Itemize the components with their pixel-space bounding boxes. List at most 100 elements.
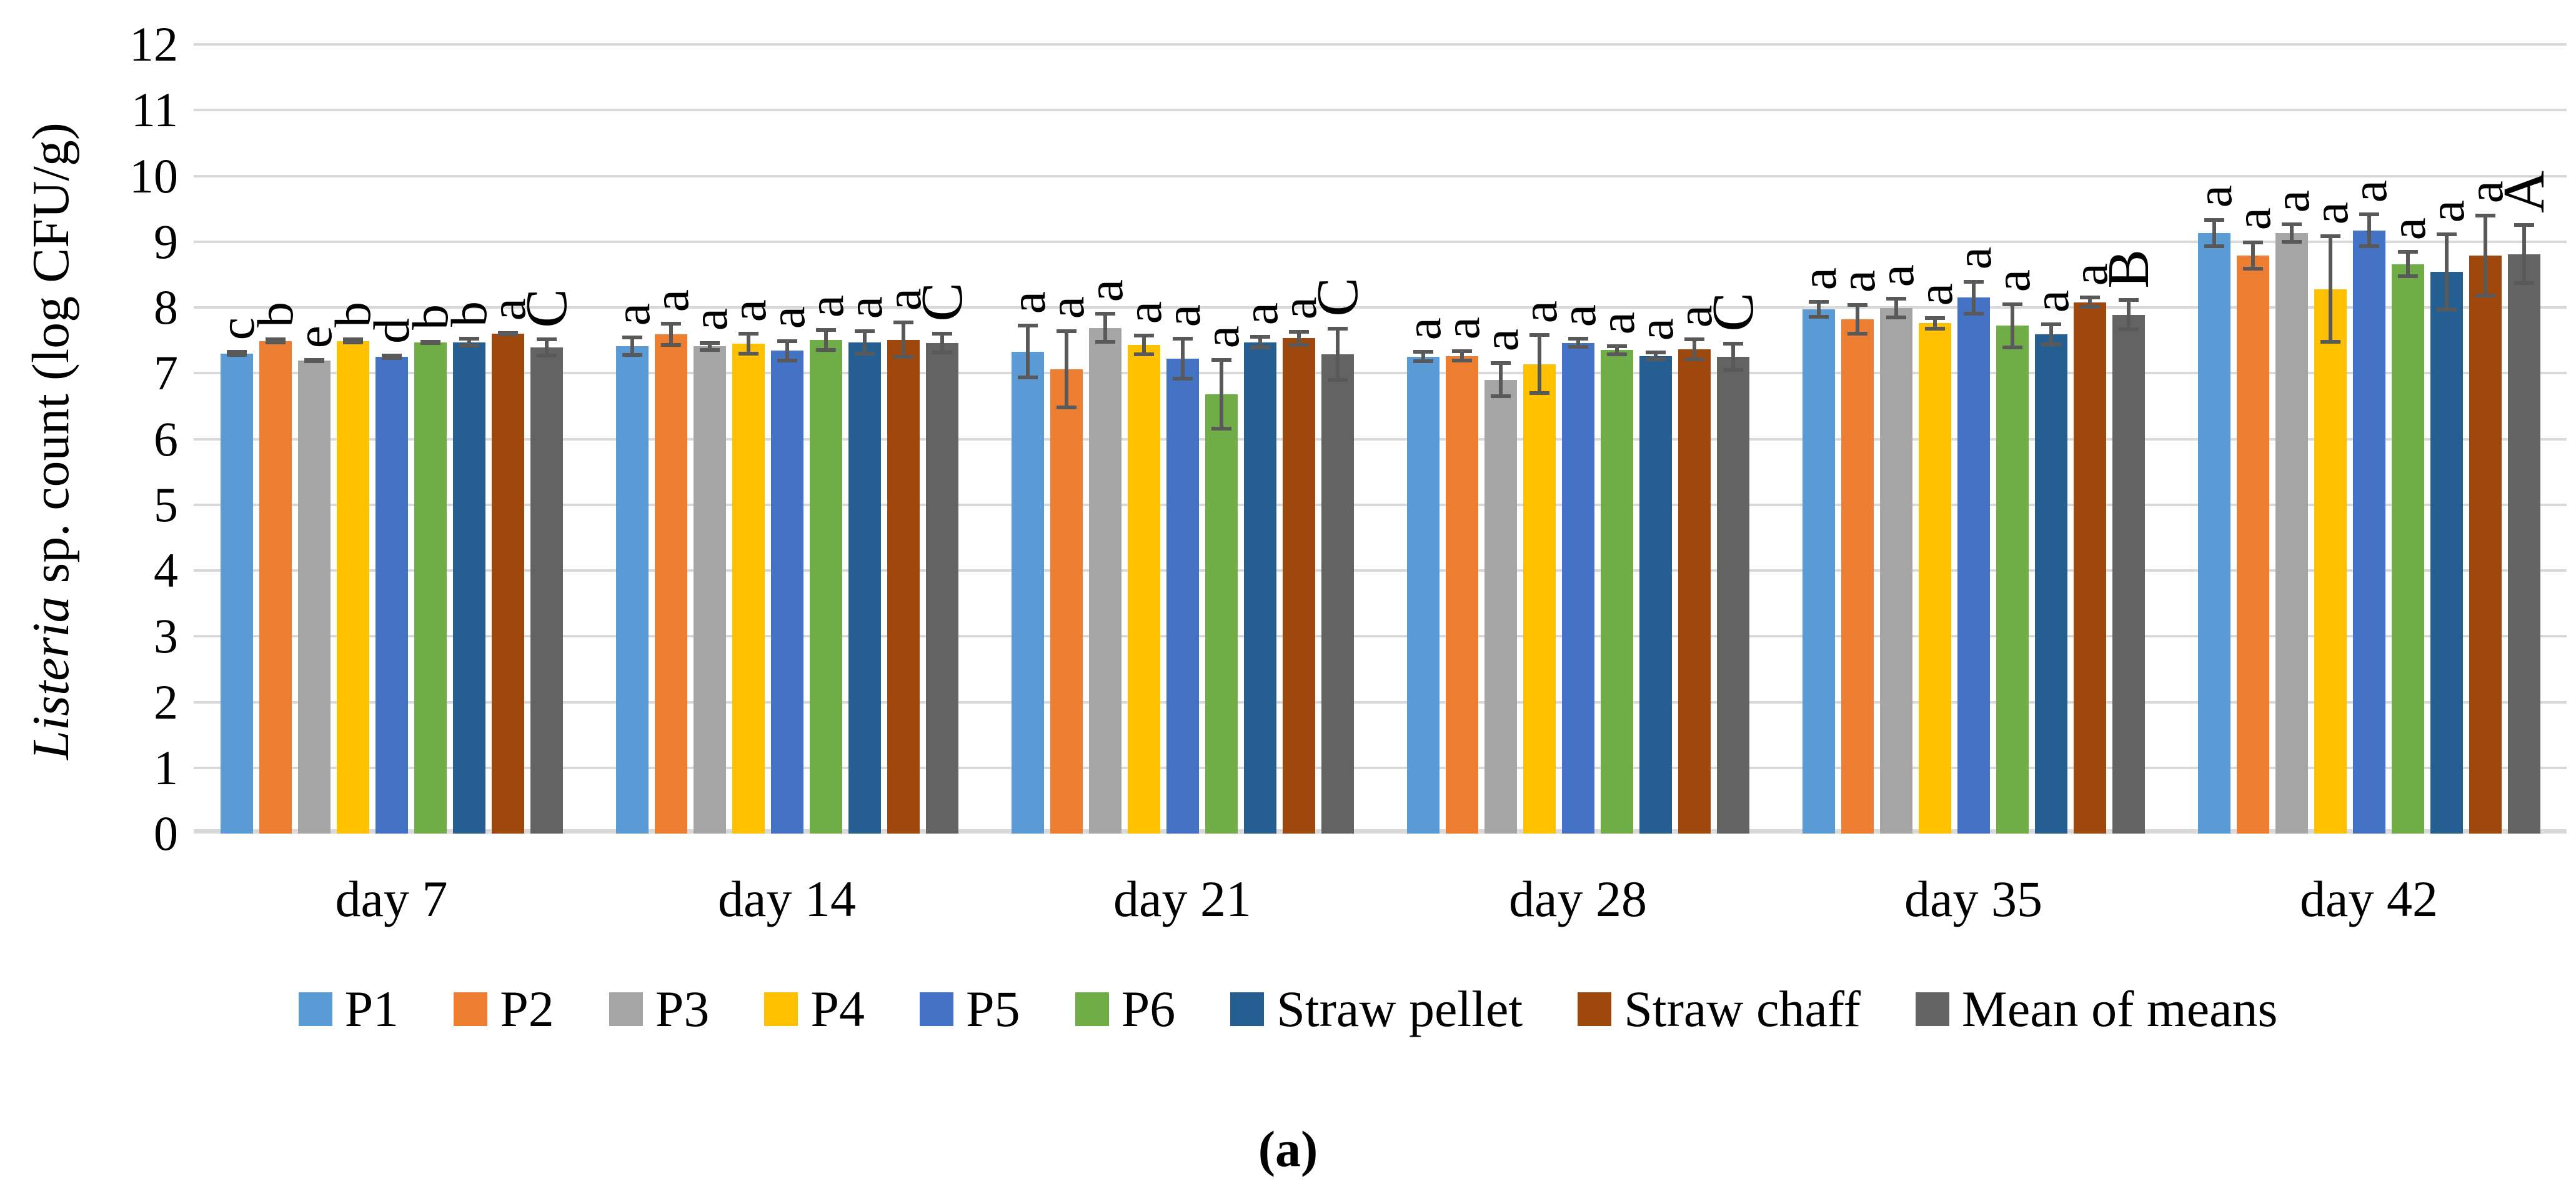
error-bar-line (862, 329, 867, 356)
error-bar (1095, 312, 1115, 344)
bar-Straw-chaff-day-35 (2073, 302, 2106, 834)
bar-P3-day-14 (693, 346, 726, 834)
y-tick-label: 9 (154, 214, 178, 269)
bar-Straw-chaff-day-14 (887, 339, 920, 834)
error-bar-cap (699, 341, 720, 345)
error-bar-cap (342, 340, 363, 344)
error-bar-cap (226, 350, 247, 354)
legend-swatch (920, 992, 954, 1026)
legend-swatch (298, 992, 332, 1026)
bar-Mean-of-means-day-28 (1716, 356, 1749, 834)
bar-Straw-pellet-day-42 (2430, 272, 2463, 834)
error-bar (1568, 337, 1588, 349)
error-bar-cap (1529, 333, 1549, 337)
error-bar (226, 350, 247, 357)
significance-letter: a (1192, 325, 1250, 349)
error-bar-cap (1211, 358, 1231, 362)
error-bar (1606, 344, 1627, 356)
error-bar-cap (381, 353, 402, 357)
significance-letter: e (285, 325, 342, 349)
error-bar-cap (265, 337, 286, 342)
error-bar-cap (1847, 332, 1867, 336)
error-bar-cap (1924, 326, 1945, 331)
gridline-y2 (194, 700, 2567, 704)
error-bar-cap (1413, 359, 1433, 364)
error-bar-cap (1645, 351, 1666, 355)
error-bar (2079, 296, 2100, 309)
significance-letter: a (2301, 201, 2359, 225)
bar-P5-day-28 (1561, 342, 1594, 834)
bar-P1-day-7 (220, 353, 253, 834)
error-bar-cap (2436, 232, 2457, 237)
error-bar (1250, 335, 1270, 350)
gridline-y9 (194, 240, 2567, 243)
error-bar-cap (2475, 213, 2495, 217)
error-bar (854, 329, 875, 356)
error-bar-line (1731, 341, 1735, 372)
error-bar-cap (226, 352, 247, 357)
error-bar-cap (1172, 376, 1193, 381)
error-bar-cap (1808, 300, 1829, 304)
error-bar (1808, 300, 1829, 319)
error-bar-cap (738, 331, 758, 336)
error-bar-line (1180, 337, 1185, 381)
error-bar-cap (381, 356, 402, 361)
error-bar-cap (304, 359, 324, 364)
error-bar-cap (1606, 344, 1627, 348)
error-bar (2514, 223, 2534, 286)
error-bar (1645, 351, 1666, 362)
x-axis-label: day 14 (718, 870, 856, 927)
y-tick-label: 10 (129, 148, 178, 203)
error-bar-line (2328, 234, 2332, 344)
significance-letter: a (1983, 269, 2041, 292)
error-bar-cap (1684, 337, 1704, 342)
error-bar-cap (459, 337, 479, 341)
error-bar (459, 337, 479, 348)
error-bar-line (2126, 298, 2131, 331)
bar-P4-day-42 (2314, 289, 2347, 834)
y-tick-label: 2 (154, 674, 178, 729)
x-axis-label: day 7 (335, 870, 448, 927)
error-bar-cap (1645, 357, 1666, 362)
error-bar-line (1219, 358, 1223, 431)
error-bar-cap (1529, 391, 1549, 395)
bar-P4-day-14 (732, 343, 765, 834)
error-bar-line (2483, 213, 2487, 298)
error-bar-cap (815, 347, 836, 352)
legend-label: P3 (655, 980, 710, 1037)
error-bar-cap (932, 350, 952, 354)
error-bar-line (707, 341, 712, 352)
legend-swatch (1075, 992, 1109, 1026)
error-bar-cap (420, 341, 440, 345)
error-bar-line (940, 331, 944, 354)
significance-letter: a (1471, 328, 1529, 352)
error-bar-cap (2320, 339, 2340, 344)
error-bar (2475, 213, 2495, 298)
y-tick-label: 0 (154, 806, 178, 860)
legend: P1 P2 P3 P4 P5 P6 Straw pellet Straw chaff Mean … (0, 975, 2576, 1044)
gridline-y8 (194, 306, 2567, 309)
y-tick-label: 7 (154, 346, 178, 401)
error-bar-line (2405, 250, 2410, 278)
y-tick-label: 8 (154, 280, 178, 334)
bar-P3-day-42 (2275, 233, 2308, 834)
error-bar-line (2522, 223, 2526, 286)
error-bar-cap (1327, 326, 1348, 331)
error-bar-line (544, 337, 549, 357)
legend-item-P3: P3 (609, 980, 710, 1037)
error-bar-cap (1808, 314, 1829, 319)
error-bar-cap (1288, 343, 1309, 347)
gridline-y3 (194, 635, 2567, 638)
bar-Straw-pellet-day-21 (1243, 342, 1276, 834)
x-axis-label: day 21 (1113, 870, 1251, 927)
significance-letter: C (514, 288, 579, 328)
error-bar-line (1421, 350, 1425, 364)
error-bar-line (2367, 212, 2371, 249)
error-bar-line (2289, 222, 2294, 244)
significance-letter: a (2340, 180, 2397, 203)
x-axis-label: day 42 (2300, 870, 2438, 927)
error-bar-cap (1451, 349, 1472, 354)
error-bar-cap (893, 321, 913, 325)
error-bar (1056, 329, 1077, 410)
error-bar-cap (2397, 274, 2418, 278)
